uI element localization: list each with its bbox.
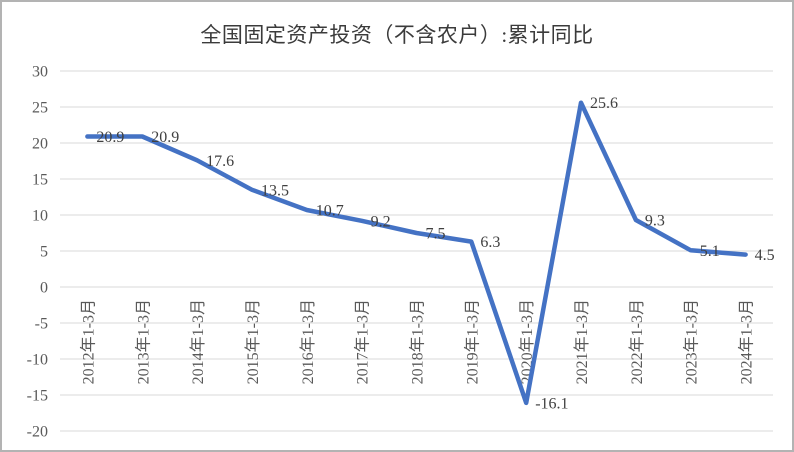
data-label: 20.9 [151, 129, 179, 146]
y-axis-tick-label: 0 [40, 280, 48, 297]
y-axis-tick-label: -10 [27, 352, 48, 369]
data-label: 25.6 [590, 95, 618, 112]
series-line [85, 100, 748, 406]
x-axis-category-label: 2023年1-3月 [683, 299, 701, 384]
data-label: 20.9 [96, 129, 124, 146]
data-label: -16.1 [535, 395, 568, 412]
x-axis: 2012年1-3月 2013年1-3月 2014年1-3月 2015年1-3月 2016… [79, 299, 755, 384]
gridlines [60, 70, 773, 432]
y-axis: 30 25 20 15 10 5 0 -5 -10 -15 -20 [27, 64, 48, 441]
x-axis-category-label: 2012年1-3月 [79, 299, 97, 384]
data-label: 5.1 [700, 243, 720, 260]
x-axis-category-label: 2014年1-3月 [189, 299, 207, 384]
x-axis-category-label: 2016年1-3月 [299, 299, 317, 384]
y-axis-tick-label: 30 [32, 64, 48, 81]
x-axis-category-label: 2015年1-3月 [244, 299, 262, 384]
data-labels: 20.9 20.9 17.6 13.5 10.7 9.2 7.5 6.3 -16.1 25.6 9.… [96, 95, 774, 412]
y-axis-tick-label: -20 [27, 424, 48, 441]
data-label: 6.3 [480, 234, 500, 251]
data-label: 4.5 [755, 247, 775, 264]
y-axis-tick-label: 20 [32, 136, 48, 153]
x-axis-category-label: 2018年1-3月 [409, 299, 427, 384]
y-axis-tick-label: 25 [32, 100, 48, 117]
y-axis-tick-label: 5 [40, 244, 48, 261]
x-axis-category-label: 2013年1-3月 [134, 299, 152, 384]
data-label: 17.6 [206, 153, 234, 170]
data-label: 10.7 [316, 202, 344, 219]
data-label: 7.5 [426, 226, 446, 243]
data-label: 9.3 [645, 213, 665, 230]
y-axis-tick-label: -15 [27, 388, 48, 405]
x-axis-category-label: 2017年1-3月 [354, 299, 372, 384]
x-axis-category-label: 2024年1-3月 [738, 299, 756, 384]
y-axis-tick-label: 15 [32, 172, 48, 189]
x-axis-category-label: 2019年1-3月 [463, 299, 481, 384]
x-axis-category-label: 2021年1-3月 [573, 299, 591, 384]
x-axis-category-label: 2022年1-3月 [628, 299, 646, 384]
y-axis-tick-label: 10 [32, 208, 48, 225]
data-label: 9.2 [371, 213, 391, 230]
data-label: 13.5 [261, 182, 289, 199]
y-axis-tick-label: -5 [35, 316, 48, 333]
